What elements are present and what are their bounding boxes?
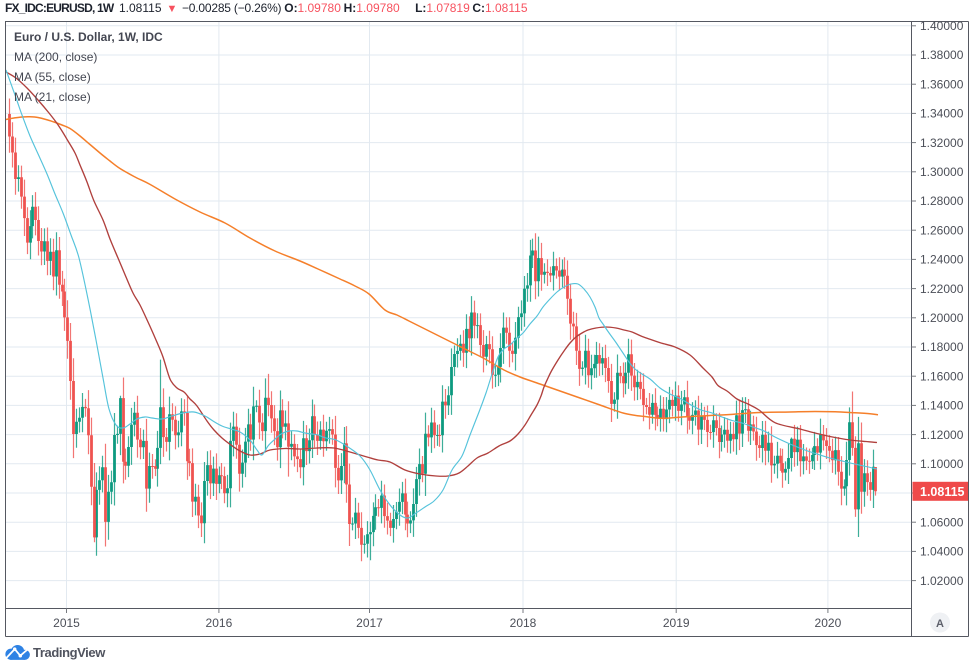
- svg-text:1.12000: 1.12000: [920, 428, 964, 442]
- svg-text:2020: 2020: [815, 616, 842, 630]
- svg-text:2015: 2015: [53, 616, 80, 630]
- svg-text:1.14000: 1.14000: [920, 399, 964, 413]
- svg-text:1.32000: 1.32000: [920, 136, 964, 150]
- svg-text:1.24000: 1.24000: [920, 253, 964, 267]
- svg-text:A: A: [936, 618, 944, 630]
- svg-text:2019: 2019: [663, 616, 690, 630]
- svg-text:1.18000: 1.18000: [920, 340, 964, 354]
- svg-text:1.10000: 1.10000: [920, 457, 964, 471]
- svg-text:1.02000: 1.02000: [920, 574, 964, 588]
- svg-text:1.40000: 1.40000: [920, 19, 964, 33]
- svg-text:1.06000: 1.06000: [920, 515, 964, 529]
- svg-text:1.08115: 1.08115: [920, 485, 965, 499]
- svg-text:1.30000: 1.30000: [920, 165, 964, 179]
- svg-text:1.36000: 1.36000: [920, 77, 964, 91]
- svg-text:1.38000: 1.38000: [920, 48, 964, 62]
- svg-text:1.26000: 1.26000: [920, 223, 964, 237]
- svg-text:1.22000: 1.22000: [920, 282, 964, 296]
- svg-text:1.28000: 1.28000: [920, 194, 964, 208]
- svg-text:2016: 2016: [206, 616, 233, 630]
- svg-text:1.04000: 1.04000: [920, 545, 964, 559]
- svg-text:1.20000: 1.20000: [920, 311, 964, 325]
- svg-text:2018: 2018: [510, 616, 537, 630]
- svg-text:2017: 2017: [356, 616, 383, 630]
- svg-text:1.34000: 1.34000: [920, 107, 964, 121]
- svg-text:1.16000: 1.16000: [920, 369, 964, 383]
